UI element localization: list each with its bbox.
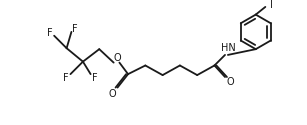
Text: F: F (72, 24, 78, 34)
Text: F: F (92, 73, 97, 83)
Text: HN: HN (221, 43, 236, 53)
Text: O: O (109, 89, 117, 99)
Text: F: F (48, 28, 53, 38)
Text: O: O (114, 53, 121, 63)
Text: O: O (226, 77, 234, 87)
Text: I: I (270, 0, 273, 10)
Text: F: F (63, 73, 68, 83)
